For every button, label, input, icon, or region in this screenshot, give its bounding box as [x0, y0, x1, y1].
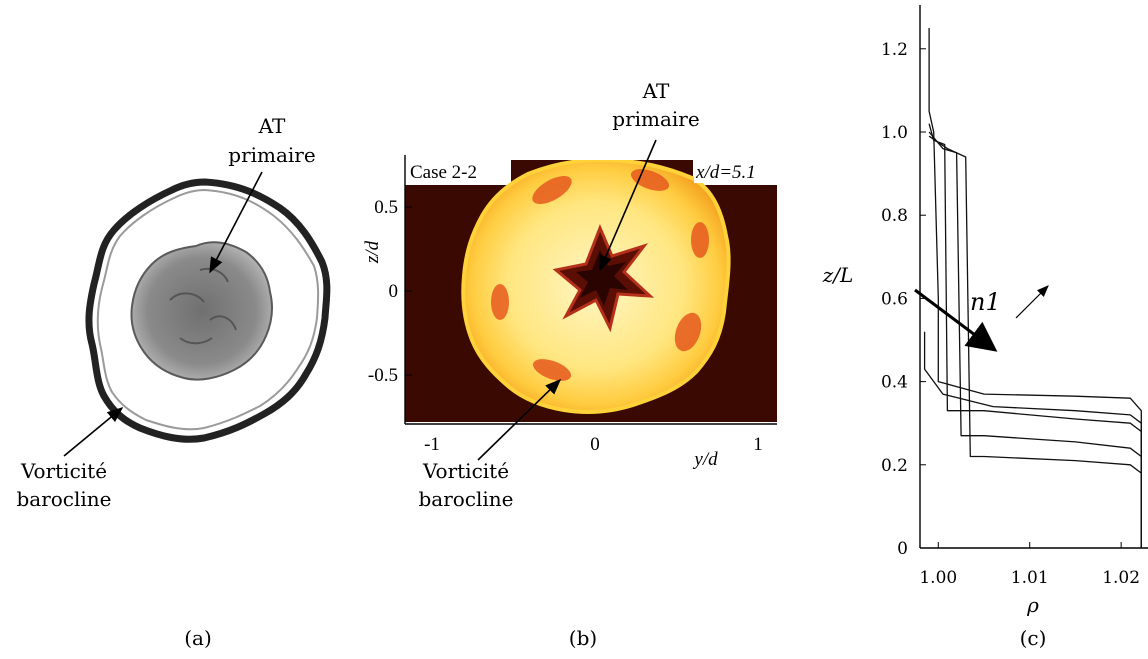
x-ticks-c: 1.00 1.01 1.02 — [919, 542, 1140, 588]
label-primary-a-line1: AT — [258, 114, 286, 138]
caption-b: (b) — [569, 626, 597, 650]
arrow-n1 — [914, 288, 998, 352]
ylabel-c: z/L — [822, 263, 854, 287]
primary-vortex-texture — [169, 267, 237, 345]
ytick-b-2: -0.5 — [368, 365, 398, 386]
baroclinic-bands — [491, 169, 709, 381]
label-baroclinic-b-line1: Vorticité — [422, 459, 509, 483]
panel-a: AT primaire Vorticité barocline (a) — [16, 114, 331, 650]
xtick-b-0: -1 — [424, 434, 440, 455]
arrow-primary-a — [209, 171, 263, 274]
xtick-c-2: 1.02 — [1102, 568, 1140, 588]
label-baroclinic-b-line2: barocline — [418, 487, 513, 511]
density-profile-line-1 — [928, 123, 1142, 548]
case-label: Case 2-2 — [410, 162, 477, 183]
arrow-primary-b — [599, 139, 657, 272]
primary-vortex-core — [130, 241, 274, 381]
position-label: x/d=5.1 — [695, 162, 756, 183]
arrow-baroclinic-a — [63, 406, 124, 457]
caption-c: (c) — [1020, 626, 1047, 650]
density-profile-line-0 — [928, 28, 1142, 548]
density-profile-line-4 — [923, 331, 1142, 548]
ylabel-b: z/d — [362, 240, 383, 264]
caption-a: (a) — [184, 626, 212, 650]
arrow-baroclinic-b — [477, 378, 562, 461]
ytick-c-5: 1.0 — [881, 123, 908, 143]
position-label-box — [694, 157, 776, 183]
ytick-c-6: 1.2 — [881, 40, 908, 60]
series-c — [923, 28, 1142, 548]
density-profile-line-3 — [928, 135, 1142, 548]
arrow-increase — [1015, 285, 1049, 319]
label-primary-a-line2: primaire — [228, 143, 315, 167]
xtick-c-1: 1.01 — [1011, 568, 1049, 588]
label-n1: n1 — [970, 288, 1001, 316]
primary-vortex-star-core — [576, 250, 628, 306]
xlabel-b: y/d — [692, 449, 718, 470]
density-profile-line-2 — [928, 131, 1142, 548]
y-ticks-c: 0 0.2 0.4 0.6 0.8 1.0 1.2 — [881, 40, 926, 559]
xtick-b-2: 1 — [753, 434, 763, 455]
label-primary-b-line2: primaire — [612, 107, 699, 131]
panel-b: Case 2-2 x/d=5.1 0.5 0 -0.5 z/d -1 0 1 y… — [362, 79, 777, 650]
ytick-b-1: 0 — [389, 281, 399, 302]
label-baroclinic-a-line1: Vorticité — [20, 459, 107, 483]
case-label-box — [406, 157, 510, 183]
xlabel-c: ρ — [1026, 593, 1039, 617]
ytick-c-0: 0 — [897, 539, 908, 559]
xtick-b-1: 0 — [590, 434, 600, 455]
label-baroclinic-a-line2: barocline — [16, 487, 111, 511]
ytick-b-0: 0.5 — [374, 197, 398, 218]
xtick-c-0: 1.00 — [919, 568, 957, 588]
label-primary-b-line1: AT — [642, 79, 670, 103]
ytick-c-2: 0.4 — [881, 373, 908, 393]
ytick-c-3: 0.6 — [881, 289, 908, 309]
ytick-c-1: 0.2 — [881, 456, 908, 476]
panel-c: 0 0.2 0.4 0.6 0.8 1.0 1.2 1.00 1.01 1.02 z/L ρ n… — [822, 5, 1148, 650]
ytick-c-4: 0.8 — [881, 206, 908, 226]
